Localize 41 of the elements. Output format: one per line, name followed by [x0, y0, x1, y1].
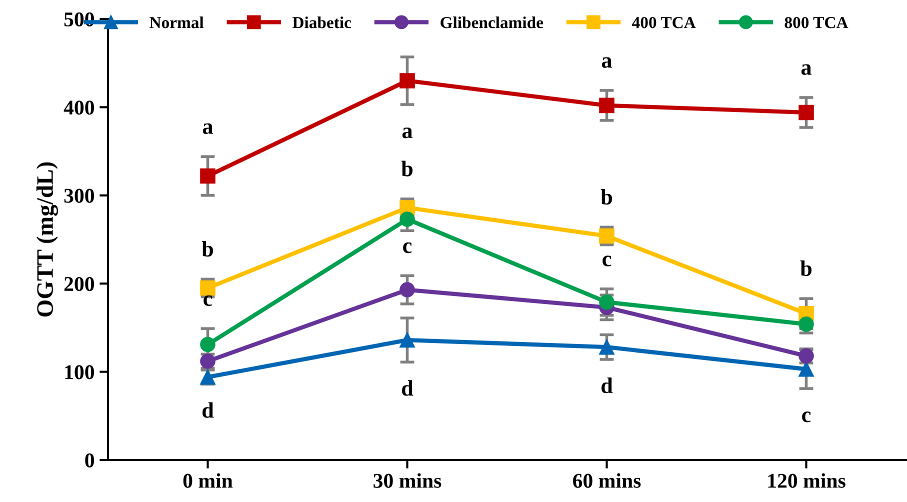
- point: [798, 104, 814, 120]
- y-tick-label: 200: [64, 276, 94, 292]
- annotation: a: [801, 64, 812, 75]
- legend-label: Normal: [150, 16, 204, 28]
- point: [599, 339, 614, 355]
- point: [400, 212, 415, 227]
- annotation: d: [402, 380, 414, 396]
- legend-label: Diabetic: [292, 16, 352, 28]
- y-tick-label: 300: [64, 188, 94, 203]
- x-tick-label: 60 mins: [573, 473, 641, 488]
- point: [400, 73, 415, 88]
- point: [400, 332, 415, 348]
- annotation: b: [401, 160, 413, 176]
- legend-label: 400 TCA: [632, 16, 696, 28]
- legend-label: 800 TCA: [784, 16, 848, 28]
- annotation: c: [602, 256, 612, 266]
- annotation: b: [800, 260, 812, 276]
- x-tick-label: 120 mins: [768, 473, 846, 488]
- point: [798, 362, 814, 377]
- point: [200, 336, 216, 352]
- annotation: b: [600, 188, 612, 205]
- legend-label: Glibenclamide: [440, 16, 544, 28]
- point: [200, 168, 216, 184]
- y-tick-label: 400: [64, 100, 94, 115]
- point: [599, 98, 614, 114]
- y-tick-label: 100: [65, 365, 94, 380]
- x-tick-label: 0 min: [183, 473, 233, 488]
- annotation: c: [204, 295, 212, 306]
- y-tick-label: 0: [85, 453, 94, 468]
- annotation: b: [202, 240, 214, 257]
- annotation: a: [402, 128, 412, 138]
- point: [599, 294, 614, 310]
- annotation: a: [602, 57, 612, 68]
- annotation: d: [202, 402, 214, 418]
- x-tick-label: 30 mins: [374, 473, 442, 488]
- annotation: a: [202, 123, 213, 134]
- annotation: c: [403, 242, 412, 254]
- annotation: d: [601, 378, 613, 394]
- point: [400, 282, 415, 298]
- y-axis-title: OGTT (mg/dL): [36, 162, 58, 317]
- annotation: c: [802, 412, 811, 422]
